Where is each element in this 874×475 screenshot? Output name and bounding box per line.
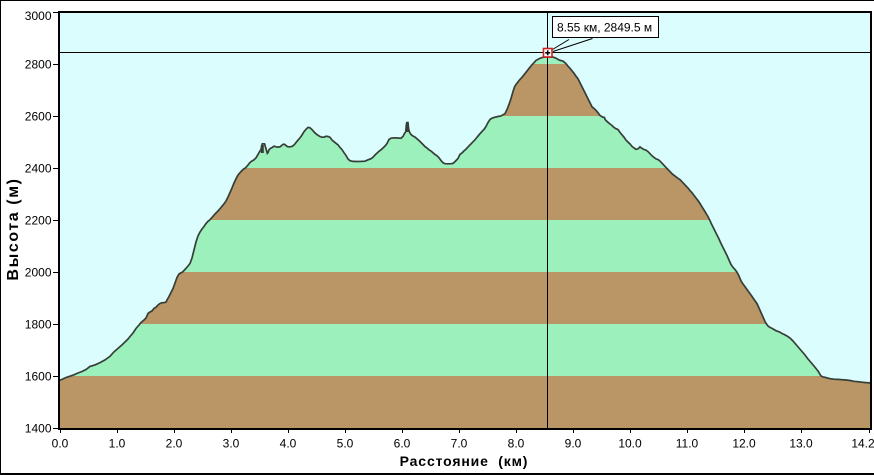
svg-text:5.0: 5.0 [337, 437, 354, 451]
svg-text:2000: 2000 [25, 265, 52, 279]
svg-text:6.0: 6.0 [394, 437, 411, 451]
svg-text:3.0: 3.0 [223, 437, 240, 451]
svg-text:13.0: 13.0 [789, 437, 813, 451]
svg-text:8.0: 8.0 [508, 437, 525, 451]
svg-text:11.0: 11.0 [676, 437, 699, 451]
svg-text:4.0: 4.0 [280, 437, 297, 451]
svg-text:2200: 2200 [25, 213, 52, 227]
svg-text:12.0: 12.0 [732, 437, 756, 451]
svg-text:7.0: 7.0 [451, 437, 468, 451]
svg-text:2400: 2400 [25, 161, 52, 175]
svg-text:Высота (м): Высота (м) [5, 177, 22, 280]
svg-text:2800: 2800 [25, 57, 52, 71]
svg-text:8.55 км, 2849.5 м: 8.55 км, 2849.5 м [557, 21, 652, 35]
svg-text:2.0: 2.0 [166, 437, 183, 451]
svg-text:Расстояние (км): Расстояние (км) [400, 453, 529, 469]
svg-text:9.0: 9.0 [565, 437, 582, 451]
svg-text:1600: 1600 [25, 369, 52, 383]
svg-text:1800: 1800 [25, 317, 52, 331]
svg-text:1.0: 1.0 [109, 437, 126, 451]
svg-text:2600: 2600 [25, 109, 52, 123]
svg-text:10.0: 10.0 [618, 437, 642, 451]
svg-text:1400: 1400 [25, 421, 52, 435]
svg-text:14.2: 14.2 [851, 437, 874, 451]
svg-text:0.0: 0.0 [52, 437, 69, 451]
svg-text:3000: 3000 [25, 9, 52, 23]
